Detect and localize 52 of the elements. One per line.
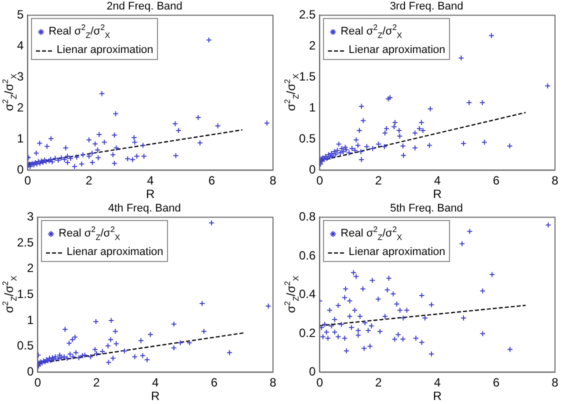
x-tick-label: 6 [492, 174, 500, 188]
y-tick-label: 1 [308, 100, 316, 115]
y-tick-label: 0.5 [298, 132, 316, 146]
x-tick-label: 2 [86, 174, 93, 188]
legend-label: Lienar aproximation [66, 245, 164, 260]
y-tick-label: 2 [308, 38, 316, 53]
x-tick-label: 4 [146, 174, 154, 188]
x-tick-label: 8 [270, 376, 277, 390]
y-tick-label: 2 [16, 100, 24, 115]
legend-label: Lienar aproximation [348, 43, 446, 58]
y-tick-label: 1 [26, 312, 34, 327]
y-tick-label: 0.2 [298, 326, 316, 340]
x-axis-title: R [151, 389, 160, 404]
y-tick-label: 3 [26, 210, 34, 224]
y-tick-label: 2.5 [16, 235, 34, 250]
y-tick-label: 4 [16, 38, 24, 53]
x-tick-label: 4 [434, 174, 441, 188]
chart-title: 5th Freq. Band [390, 202, 463, 215]
y-tick-label: 0.8 [298, 210, 316, 224]
y-tick-label: 5 [16, 8, 24, 22]
x-tick-label: 8 [270, 174, 277, 188]
chart-title: 3rd Freq. Band [390, 0, 464, 13]
y-tick-label: 0 [16, 162, 24, 177]
x-tick-label: 2 [375, 174, 382, 188]
x-tick-label: 2 [93, 376, 100, 390]
y-tick-label: 1 [16, 132, 24, 146]
y-tick-label: 0 [26, 364, 34, 379]
x-tick-label: 6 [492, 376, 500, 390]
x-tick-label: 2 [375, 376, 382, 390]
x-tick-label: 6 [208, 174, 216, 188]
x-axis-title: R [433, 187, 442, 202]
x-axis-title: R [146, 187, 155, 202]
y-tick-label: 0.4 [298, 287, 316, 302]
legend-label: Lienar aproximation [56, 43, 154, 58]
y-tick-label: 2.5 [298, 8, 316, 22]
y-tick-label: 0 [308, 162, 316, 177]
y-tick-label: 0.6 [298, 248, 316, 262]
x-tick-label: 6 [210, 376, 218, 390]
x-tick-label: 4 [152, 376, 159, 390]
y-tick-label: 3 [16, 70, 24, 84]
legend-label: Lienar aproximation [348, 245, 446, 260]
chart-title: 4th Freq. Band [108, 202, 181, 215]
x-tick-label: 4 [434, 376, 441, 390]
y-tick-label: 1.5 [16, 287, 34, 302]
y-tick-label: 0.5 [16, 338, 34, 353]
chart-title: 2nd Freq. Band [106, 0, 182, 13]
x-tick-label: 8 [552, 376, 559, 390]
x-tick-label: 8 [552, 174, 559, 188]
y-tick-label: 0 [308, 364, 316, 379]
y-tick-label: 1.5 [298, 70, 316, 84]
x-axis-title: R [433, 389, 442, 404]
y-tick-label: 2 [26, 261, 34, 276]
